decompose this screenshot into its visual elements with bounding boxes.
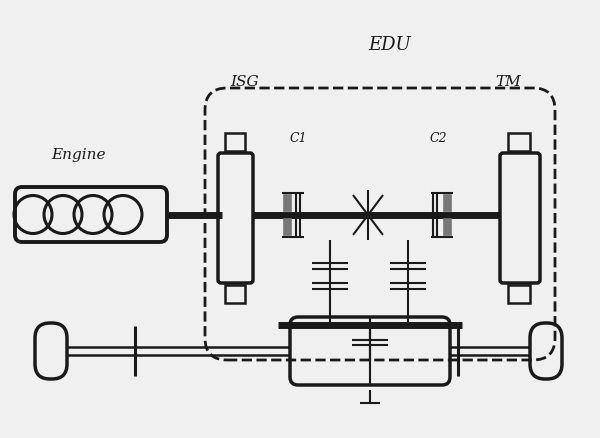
Bar <box>225 285 245 303</box>
Text: C1: C1 <box>289 131 307 145</box>
Bar <box>284 195 291 211</box>
Bar <box>508 133 530 151</box>
Bar <box>225 133 245 151</box>
Bar <box>284 219 291 235</box>
Text: EDU: EDU <box>368 36 412 54</box>
Text: Engine: Engine <box>51 148 105 162</box>
Text: TM: TM <box>495 75 521 89</box>
Bar <box>444 195 451 211</box>
Text: ISG: ISG <box>230 75 259 89</box>
Text: C2: C2 <box>429 131 447 145</box>
Bar <box>508 285 530 303</box>
Bar <box>444 219 451 235</box>
